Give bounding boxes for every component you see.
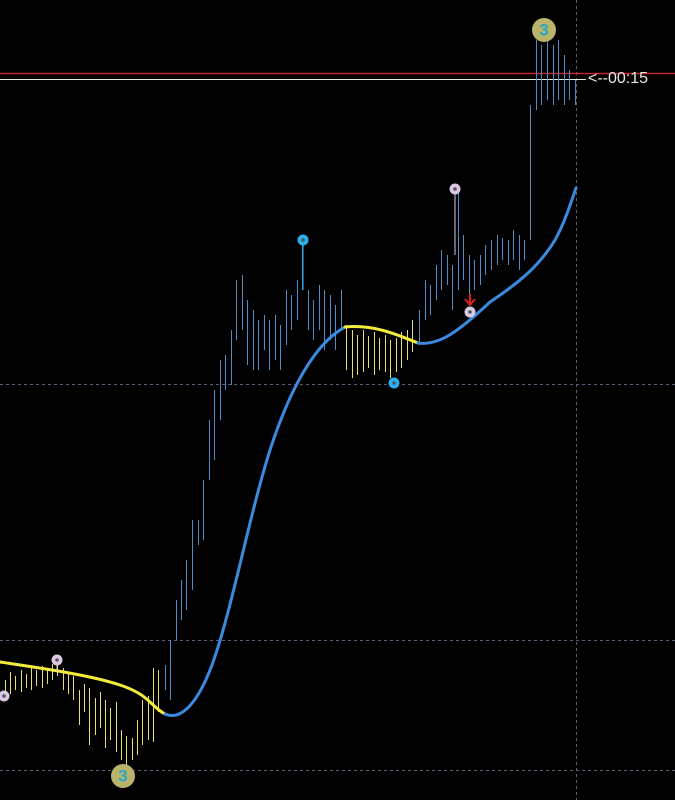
ma-segment-up: [416, 186, 578, 345]
wave-circle: [111, 764, 135, 788]
signal-dot-center: [2, 694, 6, 698]
ma-segment-down: [0, 660, 167, 716]
moving-average: [0, 186, 578, 718]
ma-segment-down: [343, 325, 420, 345]
wave-label: 3: [118, 766, 127, 785]
signal-dot-center: [392, 381, 396, 385]
signal-dot-center: [453, 187, 457, 191]
wave-marker: 3: [111, 764, 135, 788]
signal-markers: [0, 183, 476, 702]
price-bars: [5, 35, 576, 765]
sell-arrow: [464, 294, 476, 307]
signal-dot-center: [301, 238, 305, 242]
candle-timer: <--00:15: [588, 70, 648, 87]
wave-label: 3: [539, 20, 548, 39]
signal-dot-center: [468, 310, 472, 314]
ma-segment-up: [163, 325, 347, 718]
signal-dot-center: [55, 658, 59, 662]
wave-circle: [532, 18, 556, 42]
wave-marker: 3: [532, 18, 556, 42]
